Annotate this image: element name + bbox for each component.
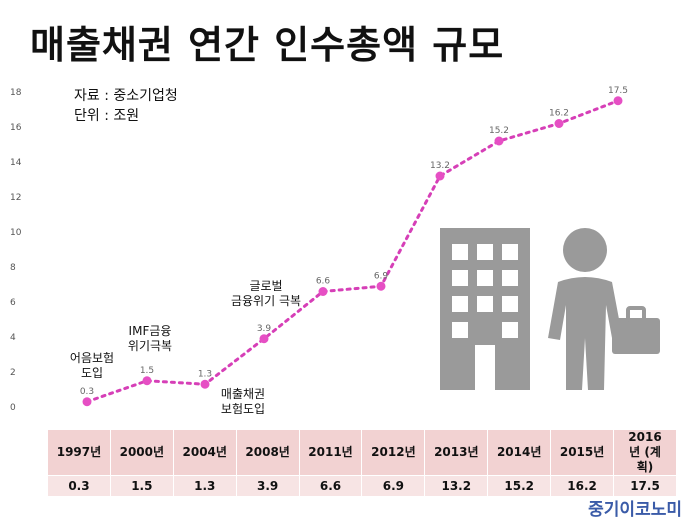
data-label: 15.2 bbox=[489, 126, 509, 136]
table-value-cell: 1.3 bbox=[172, 475, 237, 497]
data-point bbox=[376, 281, 386, 291]
table-header-cell: 2004년 bbox=[172, 429, 237, 476]
y-tick-label: 6 bbox=[10, 298, 16, 308]
table-header-cell: 2014년 bbox=[487, 429, 552, 476]
data-label: 1.3 bbox=[198, 369, 212, 379]
table-header-cell: 2011년 bbox=[298, 429, 363, 476]
table-value-cell: 16.2 bbox=[550, 475, 615, 497]
unit-note: 단위 : 조원 bbox=[74, 108, 140, 124]
table-value-cell: 6.9 bbox=[361, 475, 426, 497]
table-value-cell: 13.2 bbox=[424, 475, 489, 497]
data-label: 3.9 bbox=[257, 324, 272, 334]
table-header-cell: 2016년 (계획) bbox=[613, 429, 677, 476]
data-point bbox=[142, 376, 152, 386]
table-value-row: 0.3 1.5 1.3 3.9 6.6 6.9 13.2 15.2 16.2 1… bbox=[47, 475, 677, 497]
annotation-2000: IMF금융 위기극복 bbox=[127, 324, 173, 353]
y-tick-label: 0 bbox=[10, 403, 16, 413]
data-label: 16.2 bbox=[549, 109, 569, 119]
series-line bbox=[85, 99, 620, 404]
y-tick-label: 4 bbox=[10, 333, 16, 343]
y-tick-label: 2 bbox=[10, 368, 16, 378]
table-header-cell: 2000년 bbox=[109, 429, 174, 476]
data-label: 17.5 bbox=[608, 86, 628, 96]
table-header-cell: 2013년 bbox=[424, 429, 489, 476]
table-value-cell: 6.6 bbox=[298, 475, 363, 497]
table-header-cell: 1997년 bbox=[47, 429, 111, 476]
data-point bbox=[613, 96, 623, 106]
table-value-cell: 1.5 bbox=[109, 475, 174, 497]
table-value-cell: 17.5 bbox=[613, 475, 677, 497]
data-table: 1997년 2000년 2004년 2008년 2011년 2012년 2013… bbox=[47, 429, 677, 497]
briefcase-icon bbox=[612, 306, 660, 354]
data-point bbox=[200, 379, 210, 389]
data-label: 13.2 bbox=[430, 161, 450, 171]
data-label: 6.9 bbox=[374, 271, 389, 281]
source-note: 자료 : 중소기업청 bbox=[74, 88, 178, 104]
data-label: 1.5 bbox=[140, 366, 154, 376]
table-value-cell: 3.9 bbox=[235, 475, 300, 497]
table-header-cell: 2012년 bbox=[361, 429, 426, 476]
data-point bbox=[82, 397, 92, 407]
data-point bbox=[494, 136, 504, 146]
table-value-cell: 15.2 bbox=[487, 475, 552, 497]
data-label: 6.6 bbox=[316, 277, 331, 287]
data-point bbox=[554, 119, 564, 128]
y-tick-label: 10 bbox=[10, 228, 22, 238]
business-person-illustration bbox=[440, 228, 660, 390]
office-building-icon bbox=[440, 228, 530, 390]
data-point bbox=[259, 334, 269, 344]
y-tick-label: 8 bbox=[10, 263, 16, 273]
person-icon bbox=[548, 228, 622, 390]
annotation-1997: 어음보험 도입 bbox=[69, 351, 115, 380]
chart-title: 매출채권 연간 인수총액 규모 bbox=[30, 23, 505, 67]
table-header-cell: 2008년 bbox=[235, 429, 300, 476]
y-tick-label: 18 bbox=[10, 88, 22, 98]
table-header-row: 1997년 2000년 2004년 2008년 2011년 2012년 2013… bbox=[47, 429, 677, 476]
brand-logo: 중기이코노미 bbox=[588, 500, 682, 520]
y-tick-label: 16 bbox=[10, 123, 22, 133]
annotation-2004: 매출채권 보험도입 bbox=[220, 387, 266, 416]
data-point bbox=[318, 287, 328, 296]
y-tick-label: 12 bbox=[10, 193, 21, 203]
y-tick-label: 14 bbox=[10, 158, 22, 168]
data-point bbox=[435, 171, 445, 181]
data-label: 0.3 bbox=[80, 387, 94, 397]
annotation-2008: 글로벌 금융위기 극복 bbox=[230, 279, 302, 308]
table-header-cell: 2015년 bbox=[550, 429, 615, 476]
table-value-cell: 0.3 bbox=[47, 475, 111, 497]
